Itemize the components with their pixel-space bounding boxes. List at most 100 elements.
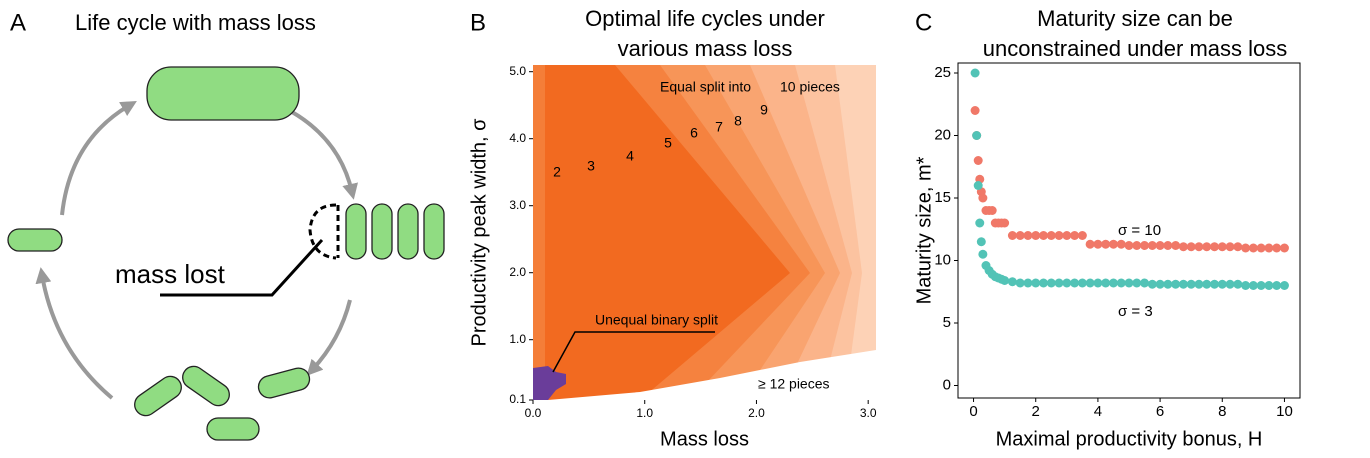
point <box>1132 279 1141 288</box>
point <box>1280 281 1289 290</box>
point <box>977 237 986 246</box>
point <box>1125 279 1134 288</box>
y-tick-label: 5.0 <box>509 64 526 78</box>
point <box>1171 280 1180 289</box>
chart-title: various mass loss <box>618 36 793 61</box>
annotation: 8 <box>734 113 742 129</box>
point <box>975 219 984 228</box>
y-tick-label: 20 <box>934 126 951 143</box>
annotation: 7 <box>715 119 723 135</box>
point <box>1023 231 1032 240</box>
x-tick-label: 2.0 <box>748 406 765 420</box>
annotation: 5 <box>664 135 672 151</box>
point <box>1241 281 1250 290</box>
point <box>971 69 980 78</box>
point <box>1055 231 1064 240</box>
point <box>1156 241 1165 250</box>
point <box>1233 280 1242 289</box>
point <box>1194 242 1203 251</box>
arrow <box>62 105 130 215</box>
point <box>1163 241 1172 250</box>
series-label: σ = 3 <box>1118 303 1153 320</box>
series-label: σ = 10 <box>1118 222 1161 239</box>
point <box>1008 231 1017 240</box>
point <box>1163 280 1172 289</box>
panel-title: Life cycle with mass loss <box>75 10 316 35</box>
cell-offspring <box>207 418 259 440</box>
point <box>1039 231 1048 240</box>
x-tick-label: 2 <box>1032 403 1040 420</box>
point <box>1109 279 1118 288</box>
cell-small <box>8 229 62 251</box>
point <box>1000 219 1009 228</box>
point <box>1202 280 1211 289</box>
y-axis-label: Maturity size, m* <box>913 156 935 304</box>
x-tick-label: 8 <box>1218 403 1226 420</box>
y-tick-label: 1.0 <box>509 332 526 346</box>
point <box>1202 242 1211 251</box>
point <box>1109 240 1118 249</box>
panel-a: A Life cycle with mass loss mass lost <box>8 9 444 440</box>
point <box>1249 281 1258 290</box>
point <box>1272 244 1281 253</box>
point <box>1023 279 1032 288</box>
point <box>974 156 983 165</box>
region <box>533 65 545 400</box>
annotation: 2 <box>553 164 561 180</box>
annotation: 9 <box>760 102 768 118</box>
point <box>1000 276 1009 285</box>
point <box>1241 244 1250 253</box>
x-tick-label: 3.0 <box>860 406 877 420</box>
x-tick-label: 10 <box>1276 403 1293 420</box>
point <box>1171 241 1180 250</box>
cell-mature <box>147 67 299 120</box>
x-tick-label: 4 <box>1094 403 1102 420</box>
point <box>1218 280 1227 289</box>
point <box>1070 279 1079 288</box>
annotation: 6 <box>690 125 698 141</box>
point <box>972 131 981 140</box>
y-tick-label: 3.0 <box>509 198 526 212</box>
annotation: 10 pieces <box>780 79 840 95</box>
x-axis-label: Maximal productivity bonus, H <box>996 428 1263 450</box>
y-tick-label: 15 <box>934 189 951 206</box>
point <box>1257 244 1266 253</box>
annotation: ≥ 12 pieces <box>758 376 830 392</box>
cell-offspring <box>256 366 312 401</box>
point <box>1132 241 1141 250</box>
x-tick-label: 6 <box>1156 403 1164 420</box>
point <box>978 194 987 203</box>
point <box>1016 231 1025 240</box>
y-tick-label: 10 <box>934 251 951 268</box>
point <box>1280 244 1289 253</box>
point <box>1062 231 1071 240</box>
y-tick-label: 0.1 <box>509 392 526 406</box>
cell-piece <box>372 204 392 259</box>
panel-label: C <box>915 9 932 36</box>
point <box>1031 279 1040 288</box>
chart-title: Optimal life cycles under <box>585 6 825 31</box>
point <box>1249 244 1258 253</box>
y-tick-label: 25 <box>934 64 951 81</box>
cell-piece <box>346 204 366 259</box>
cell-offspring <box>178 362 233 410</box>
point <box>1148 280 1157 289</box>
point <box>1086 240 1095 249</box>
point <box>1055 279 1064 288</box>
point <box>1226 242 1235 251</box>
point <box>1210 280 1219 289</box>
x-axis-label: Mass loss <box>660 428 749 450</box>
cell-piece <box>424 204 444 259</box>
annotation: Equal split into <box>660 79 751 95</box>
annotation: mass lost <box>115 259 226 289</box>
arrow <box>42 275 112 398</box>
annotation: 4 <box>626 148 634 164</box>
x-tick-label: 1.0 <box>636 406 653 420</box>
point <box>1257 281 1266 290</box>
point <box>1125 241 1134 250</box>
y-tick-label: 0 <box>943 376 951 393</box>
point <box>1070 231 1079 240</box>
point <box>1233 242 1242 251</box>
panel-label: B <box>470 9 486 36</box>
point <box>1264 281 1273 290</box>
